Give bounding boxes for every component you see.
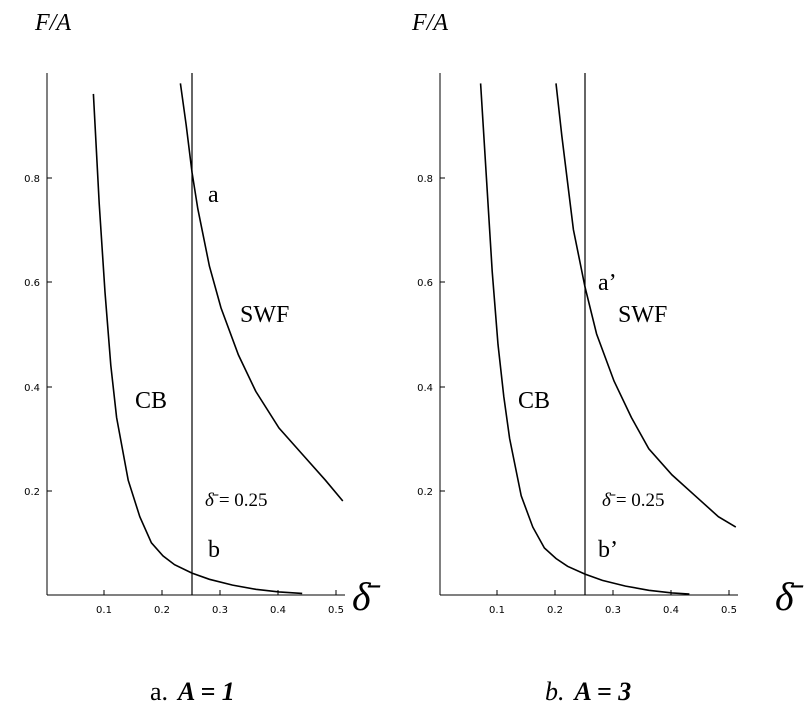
x-ticks: 0.1 0.2 0.3 0.4 0.5 (96, 590, 344, 616)
x-axis-label: δ̄ (775, 574, 804, 619)
vline-label-value: = 0.25 (219, 490, 268, 511)
caption-prefix: b. (545, 677, 565, 706)
y-ticks: 0.2 0.4 0.6 0.8 (417, 174, 445, 498)
x-tick-label: 0.1 (489, 605, 505, 616)
x-tick-label: 0.2 (547, 605, 563, 616)
panel-a: F/A 0.2 0.4 0.6 0.8 0.1 0.2 0.3 0.4 0.5 (24, 10, 381, 706)
x-tick-label: 0.5 (721, 605, 737, 616)
cb-label: CB (135, 388, 167, 414)
panel-b: F/A 0.2 0.4 0.6 0.8 0.1 0.2 0.3 0.4 0.5 (411, 10, 804, 706)
x-axis-label: δ̄ (352, 574, 381, 619)
swf-curve (179, 83, 344, 502)
x-tick-label: 0.4 (270, 605, 286, 616)
point-label-lower: b’ (598, 537, 618, 563)
x-tick-label: 0.1 (96, 605, 112, 616)
caption-formula: A = 1 (176, 677, 235, 706)
point-label-lower: b (208, 537, 220, 563)
vline-label: δ̄ = 0.25 (205, 490, 268, 511)
x-tick-label: 0.4 (663, 605, 679, 616)
x-tick-label: 0.3 (605, 605, 621, 616)
vline-label-value: = 0.25 (616, 490, 665, 511)
y-tick-label: 0.4 (24, 383, 40, 394)
y-tick-label: 0.2 (24, 487, 40, 498)
vline-label-symbol: δ̄ (602, 490, 616, 511)
y-tick-label: 0.2 (417, 487, 433, 498)
cb-curve (479, 83, 690, 595)
caption-prefix: a. (150, 677, 168, 706)
cb-label: CB (518, 388, 550, 414)
point-label-upper: a (208, 182, 219, 208)
y-tick-label: 0.6 (417, 278, 433, 289)
y-tick-label: 0.4 (417, 383, 433, 394)
y-ticks: 0.2 0.4 0.6 0.8 (24, 174, 52, 498)
x-tick-label: 0.3 (212, 605, 228, 616)
vline-label-symbol: δ̄ (205, 490, 219, 511)
y-tick-label: 0.6 (24, 278, 40, 289)
cb-curve (92, 93, 303, 595)
point-label-upper: a’ (598, 270, 617, 296)
y-tick-label: 0.8 (24, 174, 40, 185)
y-axis-label: F/A (411, 10, 448, 36)
y-axis-label: F/A (34, 10, 71, 36)
caption-formula: A = 3 (573, 677, 632, 706)
caption: a. A = 1 (150, 677, 235, 706)
x-ticks: 0.1 0.2 0.3 0.4 0.5 (489, 590, 737, 616)
swf-curve (555, 83, 737, 528)
caption: b. A = 3 (545, 677, 631, 706)
swf-label: SWF (240, 302, 289, 328)
x-tick-label: 0.5 (328, 605, 344, 616)
swf-label: SWF (618, 302, 667, 328)
vline-label: δ̄ = 0.25 (602, 490, 665, 511)
y-tick-label: 0.8 (417, 174, 433, 185)
x-tick-label: 0.2 (154, 605, 170, 616)
